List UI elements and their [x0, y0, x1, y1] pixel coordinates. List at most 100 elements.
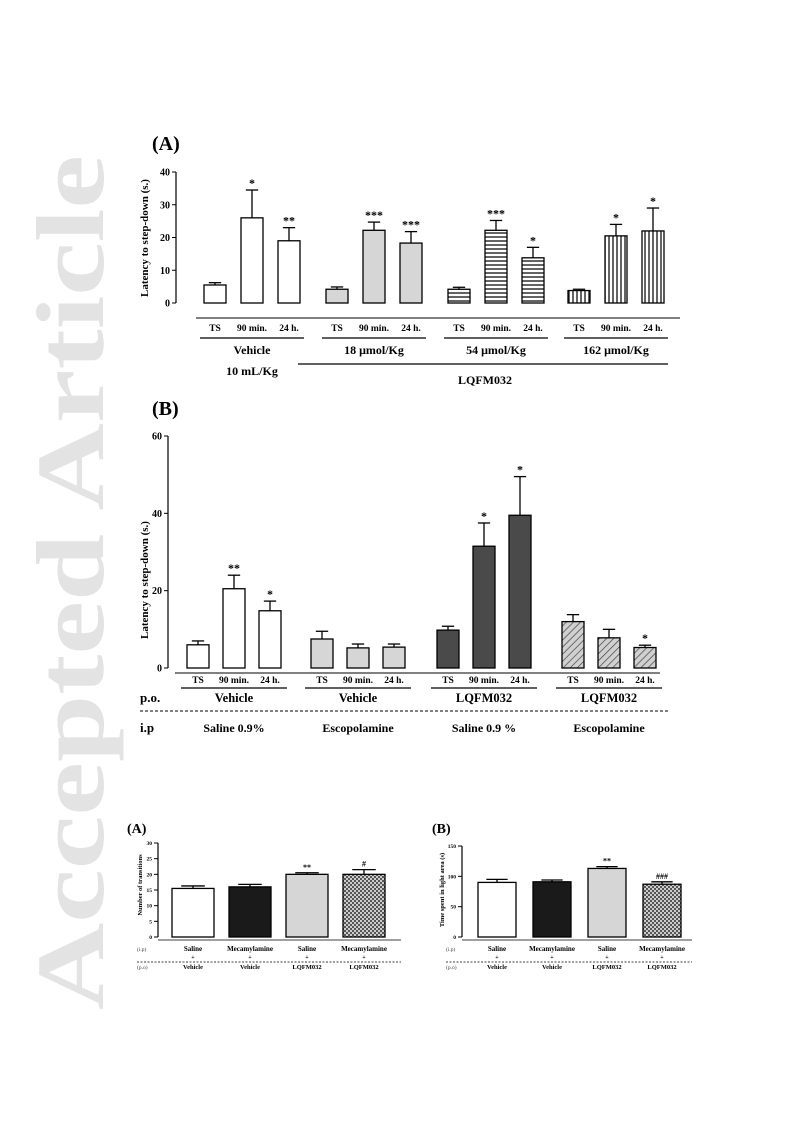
panel-d-y-tick-label: 100: [448, 874, 457, 880]
panel-d-y-axis-label: Time spent in light area (s): [439, 853, 446, 927]
panel-b-bar: [508, 514, 532, 669]
panel-d-ip-label: Mecamylamine: [529, 945, 575, 953]
panel-a-x-tick-label: 24 h.: [401, 324, 421, 334]
panel-d-ip-label: Saline: [598, 945, 616, 953]
panel-a-compound-label: LQFM032: [458, 373, 512, 387]
panel-c-plus-sign: +: [248, 955, 252, 961]
panel-b-x-tick-label: 90 min.: [469, 676, 499, 686]
figure-1-panel-a: (A) Latency to step-down (s.) 0 10 20 30 40 TS *…: [139, 133, 680, 387]
panel-a-x-tick-label: 90 min.: [237, 324, 267, 334]
panel-c-bar: [228, 886, 272, 938]
panel-c-y-tick-label: 10: [147, 904, 153, 910]
panel-d-ip-label: Mecamylamine: [639, 945, 685, 953]
panel-d-significance-label: **: [603, 857, 611, 866]
panel-d-significance-label: ###: [656, 872, 668, 881]
panel-d-y-tick-label: 150: [448, 844, 457, 850]
panel-b-po-group-label: LQFM032: [456, 691, 512, 705]
panel-b-y-tick-label: 60: [152, 432, 162, 443]
panel-b-po-group-label: Vehicle: [339, 691, 378, 705]
panel-d-y-tick-label: 0: [453, 935, 456, 941]
panel-a-significance-label: *: [613, 210, 619, 224]
panel-a-group-label: 54 μmol/Kg: [466, 343, 526, 357]
panel-d-po-label: LQFM032: [647, 964, 676, 971]
panel-a-significance-label: *: [530, 233, 536, 247]
panel-b-y-tick-label: 40: [152, 509, 162, 520]
panel-a-bar: [203, 284, 227, 304]
panel-a-x-tick-label: 90 min.: [481, 324, 511, 334]
panel-a-x-tick-label: TS: [453, 324, 465, 334]
panel-c-y-tick-label: 5: [149, 919, 152, 925]
panel-c-y-tick-label: 20: [147, 872, 153, 878]
panel-c-bar: [285, 873, 329, 938]
panel-b-bar: [346, 647, 370, 669]
panel-a-bar: [567, 289, 591, 304]
panel-b-bar: [472, 545, 496, 669]
panel-c-y-axis-label: Number of transitions: [137, 854, 144, 916]
panel-d-y-tick-label: 50: [451, 905, 457, 911]
panel-c-bar: [171, 887, 215, 938]
panel-c-po-label: LQFM032: [349, 964, 378, 971]
panel-c-ip-label: Saline: [184, 945, 202, 953]
panel-a-significance-label: *: [650, 194, 656, 208]
panel-a-y-tick-label: 0: [165, 299, 170, 310]
panel-b-x-tick-label: 24 h.: [260, 676, 280, 686]
panel-a-group-label: 18 μmol/Kg: [344, 343, 404, 357]
panel-b-ip-row-label: i.p: [140, 720, 154, 735]
panel-a-bar: [277, 240, 301, 304]
panel-d-bar: [532, 881, 572, 938]
panel-a-y-tick-label: 30: [160, 200, 170, 211]
panel-b-x-tick-label: 90 min.: [219, 676, 249, 686]
panel-c-y-tick-label: 15: [147, 888, 153, 894]
panel-d-po-label: Vehicle: [542, 964, 562, 971]
panel-a-y-tick-label: 40: [160, 168, 170, 179]
y-axis-label: Latency to step-down (s.): [139, 179, 151, 297]
panel-c-y-tick-label: 25: [147, 857, 153, 863]
panel-a-bar: [325, 288, 349, 304]
panel-a-significance-label: **: [283, 214, 295, 228]
panel-d-plus-sign: +: [605, 955, 609, 961]
panel-b-significance-label: **: [228, 561, 240, 575]
panel-c-po-row-label: (p.o): [137, 964, 148, 971]
panel-a-group-label: 162 μmol/Kg: [583, 343, 649, 357]
panel-b-significance-label: *: [481, 509, 487, 523]
panel-c-plus-sign: +: [362, 955, 366, 961]
panel-c-ip-label: Mecamylamine: [227, 945, 273, 953]
panel-c-po-label: Vehicle: [183, 964, 203, 971]
panel-a-significance-label: ***: [487, 206, 505, 220]
panel-a-y-tick-label: 10: [160, 266, 170, 277]
panel-b-bar: [382, 646, 406, 669]
panel-b-x-tick-label: TS: [567, 676, 579, 686]
panel-a-significance-label: ***: [402, 218, 420, 232]
figure-1-panel-b: (B)Latency to step-down (s.)0204060TS**9…: [139, 398, 668, 735]
panel-c-plus-sign: +: [191, 955, 195, 961]
panel-b-x-tick-label: 90 min.: [594, 676, 624, 686]
panel-b-x-tick-label: TS: [442, 676, 454, 686]
panel-b-po-row-label: p.o.: [140, 690, 160, 705]
panel-a-x-tick-label: 90 min.: [601, 324, 631, 334]
panel-a-significance-label: *: [249, 176, 255, 190]
panel-b-significance-label: *: [642, 631, 648, 645]
panel-c-plus-sign: +: [305, 955, 309, 961]
panel-c-y-tick-label: 0: [149, 935, 152, 941]
panel-d-bar: [477, 881, 517, 938]
panel-a-x-tick-label: 24 h.: [643, 324, 663, 334]
panel-b-x-tick-label: TS: [316, 676, 328, 686]
panel-a-y-tick-label: 20: [160, 233, 170, 244]
panel-a-x-tick-label: 24 h.: [279, 324, 299, 334]
panel-b-ip-group-label: Saline 0.9 %: [452, 721, 516, 735]
panel-a-bar: [641, 230, 665, 304]
panel-d-panel-label: (B): [432, 822, 451, 837]
panel-b-y-tick-label: 20: [152, 586, 162, 597]
panel-d-plus-sign: +: [495, 955, 499, 961]
panel-c-significance-label: **: [303, 863, 311, 872]
panel-d-bar: [642, 883, 682, 938]
panel-b-significance-label: *: [517, 463, 523, 477]
panel-a-bar: [604, 235, 628, 304]
panel-d-po-row-label: (p.o): [446, 964, 457, 971]
panel-c-bar: [342, 873, 386, 938]
panel-b-ip-group-label: Saline 0.9%: [203, 721, 264, 735]
figure-2-panel-b: (B) Time spent in light area (s) 0 50 100 150…: [432, 822, 692, 971]
figure-2-panel-a: (A) Number of transitions 0 5 10 15 20 25 30 Sali…: [127, 822, 401, 971]
panel-b-po-group-label: LQFM032: [581, 691, 637, 705]
